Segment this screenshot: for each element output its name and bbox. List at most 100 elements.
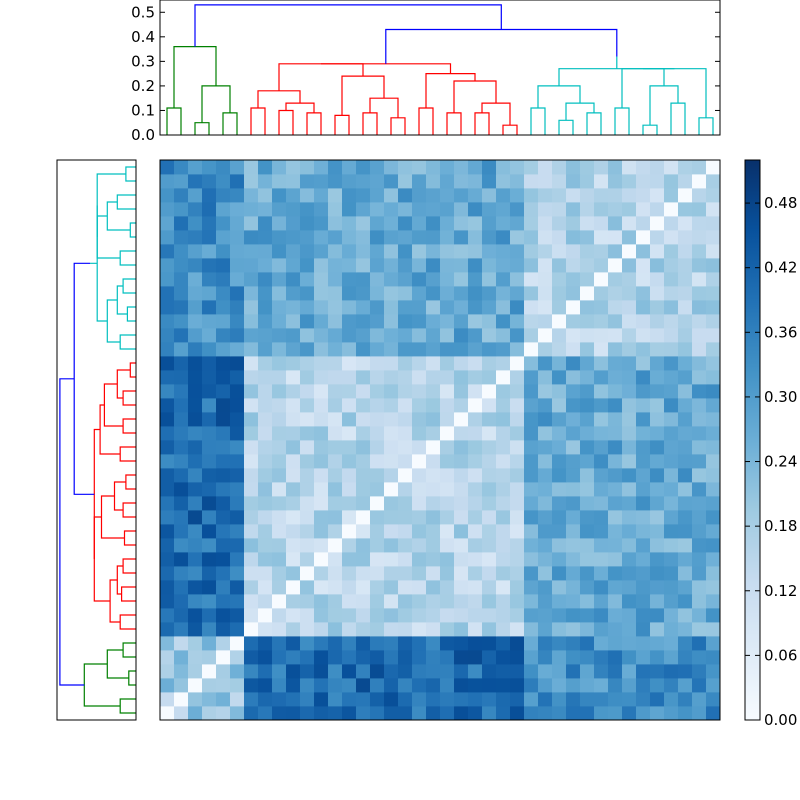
heatmap-cell [216, 328, 231, 343]
heatmap-cell [202, 426, 217, 441]
heatmap-cell [398, 188, 413, 203]
heatmap-cell [174, 524, 189, 539]
heatmap-cell [370, 384, 385, 399]
heatmap-cell [370, 202, 385, 217]
heatmap-cell [286, 258, 301, 273]
top-dendrogram-link [334, 114, 350, 135]
heatmap-cell [706, 258, 721, 273]
heatmap-cell [692, 468, 707, 483]
heatmap-cell [426, 580, 441, 595]
heatmap-cell [202, 664, 217, 679]
heatmap-cell [412, 580, 427, 595]
heatmap-cell [426, 258, 441, 273]
heatmap-cell [692, 440, 707, 455]
heatmap-cell [412, 454, 427, 469]
heatmap-cell [202, 608, 217, 623]
heatmap-cell [398, 622, 413, 637]
heatmap-cell [650, 314, 665, 329]
heatmap-cell [384, 496, 399, 511]
heatmap-cell [370, 482, 385, 497]
heatmap-cell [188, 580, 203, 595]
heatmap-cell [524, 454, 539, 469]
heatmap-cell [244, 440, 259, 455]
heatmap-cell [230, 230, 245, 245]
top-dendrogram-link [670, 102, 686, 135]
heatmap-cell [636, 440, 651, 455]
heatmap-cell [650, 594, 665, 609]
heatmap-cell [286, 202, 301, 217]
heatmap-cell [426, 482, 441, 497]
colorbar-tick-label: 0.12 [764, 582, 797, 600]
heatmap-cell [552, 286, 567, 301]
heatmap-cell [314, 552, 329, 567]
heatmap-cell [272, 566, 287, 581]
heatmap-cell [188, 552, 203, 567]
heatmap-cell [440, 538, 455, 553]
left-dendrogram-link [119, 698, 136, 714]
heatmap-cell [328, 384, 343, 399]
heatmap-cell [678, 678, 693, 693]
heatmap-cell [356, 454, 371, 469]
heatmap-cell [342, 230, 357, 245]
heatmap-cell [510, 356, 525, 371]
heatmap-cell [552, 622, 567, 637]
heatmap-cell [496, 174, 511, 189]
heatmap-cell [384, 692, 399, 707]
heatmap-cell [636, 580, 651, 595]
heatmap-cell [440, 174, 455, 189]
heatmap-cell [216, 384, 231, 399]
heatmap-cell [440, 412, 455, 427]
heatmap-cell [524, 636, 539, 651]
heatmap-cell [706, 202, 721, 217]
heatmap-cell [370, 426, 385, 441]
heatmap-cell [482, 160, 497, 175]
heatmap-cell [286, 216, 301, 231]
top-dendrogram-link [621, 68, 665, 108]
heatmap-cell [482, 272, 497, 287]
heatmap-cell [412, 216, 427, 231]
heatmap-cell [314, 370, 329, 385]
heatmap-cell [244, 552, 259, 567]
heatmap-cell [160, 426, 175, 441]
heatmap-cell [566, 412, 581, 427]
heatmap-cell [538, 314, 553, 329]
heatmap-cell [496, 398, 511, 413]
heatmap-cell [244, 398, 259, 413]
heatmap-cell [524, 524, 539, 539]
heatmap-cell [398, 398, 413, 413]
heatmap-cell [328, 160, 343, 175]
top-dendrogram-link [385, 28, 618, 64]
heatmap-cell [174, 468, 189, 483]
heatmap-cell [328, 482, 343, 497]
left-dendrogram-link [119, 250, 136, 266]
heatmap-cell [552, 678, 567, 693]
heatmap-cell [650, 160, 665, 175]
heatmap-cell [468, 412, 483, 427]
heatmap-cell [160, 496, 175, 511]
heatmap-cell [524, 188, 539, 203]
heatmap-cell [594, 202, 609, 217]
top-dendrogram-link [558, 68, 675, 86]
heatmap-cell [636, 202, 651, 217]
heatmap-cell [160, 356, 175, 371]
left-dendrogram-link [122, 558, 136, 574]
heatmap-cell [482, 482, 497, 497]
heatmap-cell [230, 272, 245, 287]
heatmap-cell [174, 328, 189, 343]
heatmap-cell [664, 538, 679, 553]
heatmap-cell [454, 454, 469, 469]
heatmap-cell [454, 468, 469, 483]
heatmap-cell [286, 356, 301, 371]
heatmap-cell [608, 328, 623, 343]
heatmap-cell [384, 426, 399, 441]
heatmap-cell [706, 370, 721, 385]
top-dendrogram-link [285, 102, 315, 113]
heatmap-cell [482, 286, 497, 301]
heatmap-cell [664, 692, 679, 707]
heatmap-cell [356, 398, 371, 413]
heatmap-cell [454, 188, 469, 203]
heatmap-cell [398, 664, 413, 679]
heatmap-cell [678, 552, 693, 567]
heatmap-cell [258, 482, 273, 497]
